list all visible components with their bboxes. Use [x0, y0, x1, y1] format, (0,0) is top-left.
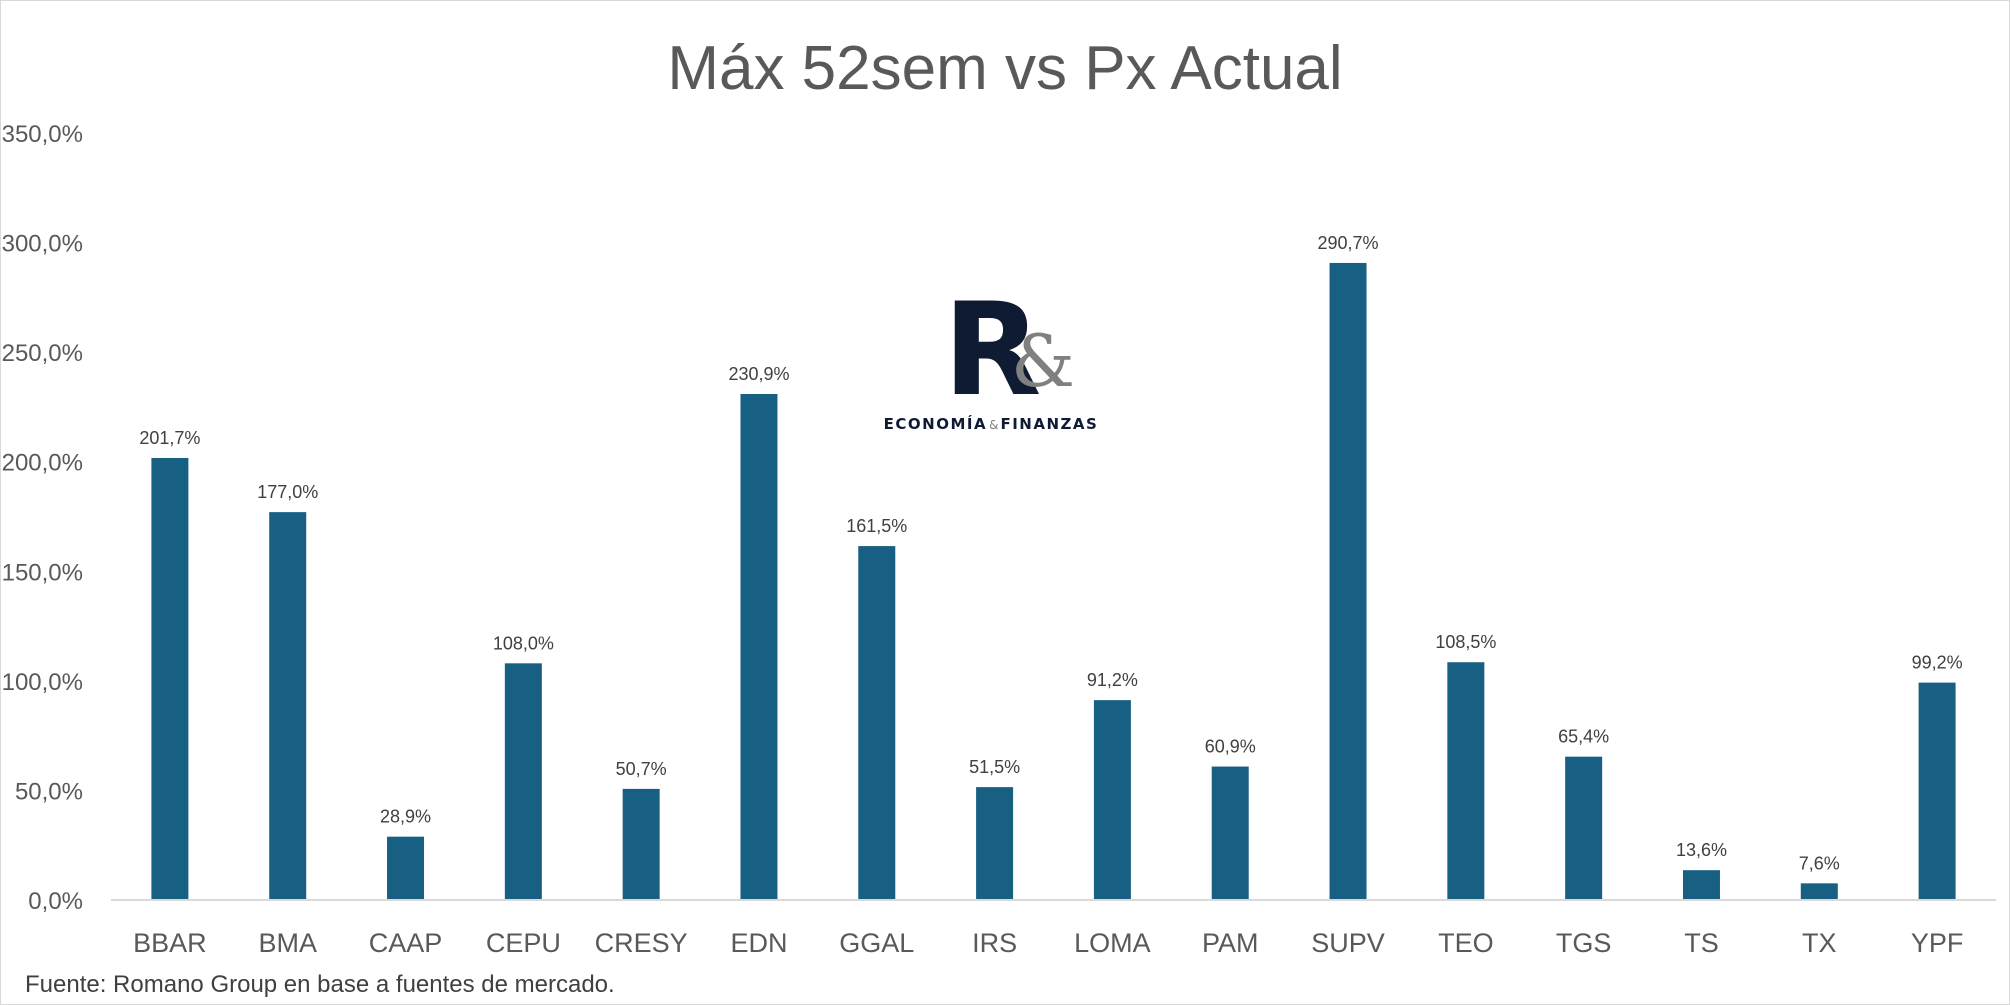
x-category-label: BMA: [258, 928, 317, 958]
data-label: 108,5%: [1435, 632, 1496, 652]
brand-logo: R & ECONOMÍA & FINANZAS: [881, 287, 1101, 437]
bar-cresy: [622, 788, 660, 900]
x-category-label: TS: [1684, 928, 1719, 958]
bar-tx: [1800, 883, 1838, 900]
chart-title: Máx 52sem vs Px Actual: [667, 34, 1342, 103]
data-label: 91,2%: [1087, 670, 1138, 690]
data-label: 177,0%: [257, 482, 318, 502]
data-label: 161,5%: [846, 516, 907, 536]
bars-group: 201,7% 177,0% 28,9% 108,0% 50,7% 230,9% 161,5%…: [139, 233, 1963, 900]
data-label: 290,7%: [1318, 233, 1379, 253]
bar-ts: [1682, 870, 1720, 900]
bar-bma: [269, 512, 307, 900]
bar-pam: [1211, 766, 1249, 900]
y-tick-label: 0,0%: [28, 888, 83, 915]
logo-mark-ampersand: &: [1011, 319, 1076, 403]
x-category-label: SUPV: [1311, 928, 1385, 958]
bar-tgs: [1565, 756, 1603, 900]
data-label: 99,2%: [1912, 653, 1963, 673]
bar-ggal: [858, 546, 896, 900]
bar-caap: [387, 836, 425, 900]
x-category-label: BBAR: [133, 928, 207, 958]
bar-bbar: [151, 457, 189, 900]
bar-ypf: [1918, 682, 1956, 900]
data-label: 7,6%: [1799, 853, 1840, 873]
x-axis: BBAR BMA CAAP CEPU CRESY EDN GGAL IRS LOMA PAM SUP…: [111, 899, 1996, 958]
logo-subtitle-right: FINANZAS: [1000, 415, 1099, 433]
x-category-label: PAM: [1202, 928, 1259, 958]
data-label: 108,0%: [493, 633, 554, 653]
source-note: Fuente: Romano Group en base a fuentes d…: [25, 971, 615, 998]
y-tick-label: 350,0%: [2, 121, 83, 148]
logo-subtitle-amp: &: [989, 418, 999, 432]
y-tick-label: 100,0%: [2, 669, 83, 696]
x-category-label: CEPU: [486, 928, 561, 958]
x-category-label: CRESY: [595, 928, 688, 958]
x-category-label: TX: [1802, 928, 1837, 958]
logo-subtitle: ECONOMÍA & FINANZAS: [881, 415, 1101, 433]
bar-cepu: [504, 663, 542, 900]
logo-mark-letter: R: [943, 276, 1042, 425]
x-category-label: EDN: [730, 928, 787, 958]
y-tick-label: 250,0%: [2, 340, 83, 367]
x-category-label: TGS: [1556, 928, 1612, 958]
data-label: 60,9%: [1205, 737, 1256, 757]
y-tick-label: 200,0%: [2, 450, 83, 477]
x-category-label: IRS: [972, 928, 1017, 958]
x-category-label: LOMA: [1074, 928, 1151, 958]
y-tick-label: 300,0%: [2, 231, 83, 258]
data-label: 201,7%: [139, 428, 200, 448]
x-category-label: TEO: [1438, 928, 1494, 958]
data-label: 13,6%: [1676, 840, 1727, 860]
data-label: 65,4%: [1558, 727, 1609, 747]
y-tick-label: 150,0%: [2, 559, 83, 586]
data-label: 50,7%: [616, 759, 667, 779]
data-label: 51,5%: [969, 757, 1020, 777]
logo-subtitle-left: ECONOMÍA: [883, 415, 988, 433]
y-tick-label: 50,0%: [15, 778, 83, 805]
x-category-label: YPF: [1911, 928, 1964, 958]
bar-supv: [1329, 262, 1367, 900]
x-category-label: GGAL: [839, 928, 914, 958]
y-axis: 0,0% 50,0% 100,0% 150,0% 200,0% 250,0% 300,0% 3…: [2, 121, 83, 915]
bar-loma: [1093, 700, 1131, 900]
bar-irs: [976, 787, 1014, 900]
data-label: 230,9%: [728, 364, 789, 384]
data-label: 28,9%: [380, 807, 431, 827]
bar-edn: [740, 393, 778, 900]
x-category-label: CAAP: [369, 928, 443, 958]
bar-teo: [1447, 662, 1485, 900]
